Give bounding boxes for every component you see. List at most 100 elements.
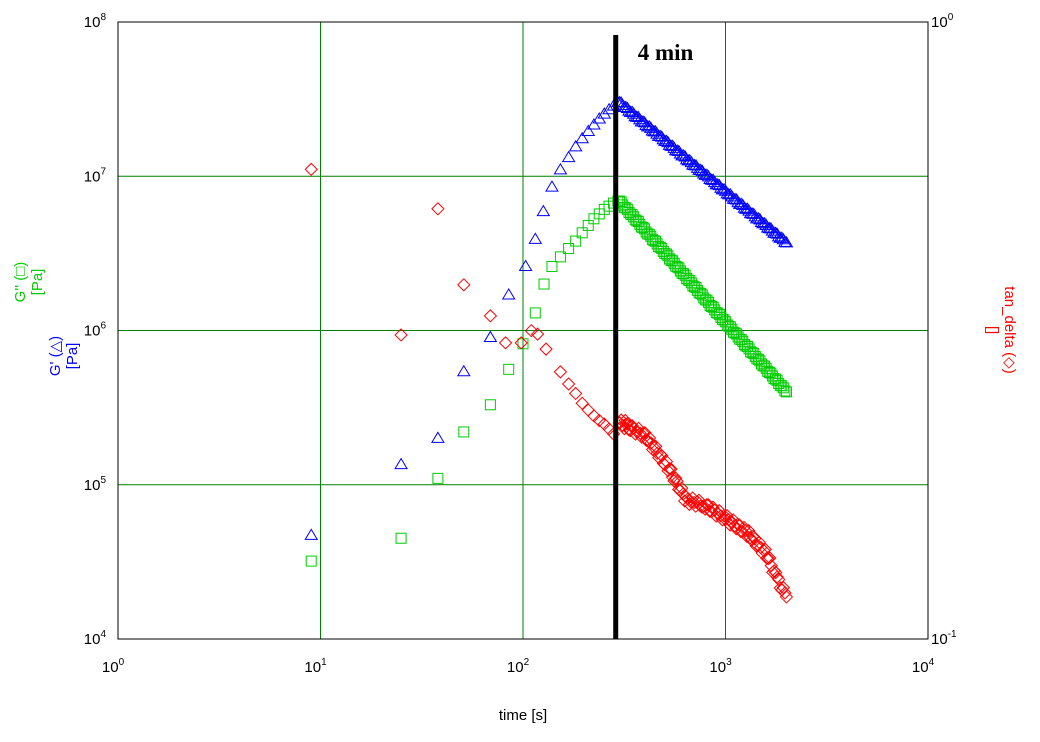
- storage-modulus-point: [561, 150, 576, 163]
- tan-delta-point: [568, 386, 583, 401]
- plot-frame: [117, 21, 929, 640]
- tan-delta-point: [696, 499, 711, 513]
- tan-delta-point: [394, 328, 408, 342]
- tan-delta-point: [749, 539, 763, 553]
- storage-modulus-point: [394, 457, 408, 470]
- storage-modulus-point: [768, 226, 783, 238]
- storage-modulus-point: [597, 107, 612, 119]
- tan-delta-point: [772, 572, 786, 587]
- tan-delta-point: [539, 342, 553, 356]
- loss-modulus-point: [484, 399, 496, 411]
- tan-delta-point: [553, 365, 568, 379]
- loss-modulus-point: [576, 227, 588, 239]
- tan-delta-point: [668, 471, 683, 485]
- tan-delta-title-line2: []: [984, 326, 1001, 334]
- x-axis-ticks: 100 101 102 103 104: [102, 657, 935, 676]
- tan-delta-point: [514, 336, 528, 350]
- y-tick-label: 104: [84, 629, 107, 648]
- tan-delta-point: [687, 495, 701, 510]
- y2-tick-label: 10-1: [931, 629, 957, 648]
- storage-modulus-point: [710, 177, 725, 190]
- loss-modulus-title-line1: G'' (□): [12, 262, 29, 303]
- y2-tick-label: 100: [931, 12, 954, 31]
- tan-delta-point: [763, 551, 777, 565]
- tan-delta-title-line1: tan_delta (◇): [1001, 286, 1018, 373]
- y-tick-label: 107: [84, 166, 107, 185]
- storage-modulus-point: [568, 139, 583, 152]
- x-tick-label: 101: [304, 657, 327, 676]
- y-axis-right-ticks: 10-1 100: [931, 12, 957, 648]
- storage-modulus-point: [528, 232, 543, 244]
- storage-modulus-point: [676, 148, 691, 161]
- x-axis-title: time [s]: [499, 707, 547, 724]
- tan-delta-point: [575, 396, 589, 411]
- storage-modulus-point: [636, 115, 650, 127]
- tan-delta-point: [620, 417, 635, 431]
- tan-delta-point: [779, 590, 794, 604]
- storage-modulus-point: [518, 259, 533, 271]
- loss-modulus-point: [305, 555, 317, 567]
- loss-modulus-point: [570, 235, 582, 247]
- four-minute-marker-label: 4 min: [638, 40, 694, 65]
- loss-modulus-point: [432, 472, 444, 484]
- tan-delta-point: [639, 433, 654, 448]
- y-tick-label: 105: [84, 475, 107, 494]
- y-axis-title-tan-delta: tan_delta (◇) []: [984, 286, 1018, 373]
- storage-modulus-point: [581, 124, 596, 137]
- loss-modulus-point: [780, 386, 792, 398]
- tan-delta-point: [734, 524, 748, 539]
- y-axis-title-storage-modulus: G' (△) [Pa]: [47, 336, 81, 376]
- tan-delta-point: [770, 570, 784, 584]
- tan-delta-point: [498, 336, 513, 350]
- tan-delta-point: [715, 513, 730, 527]
- storage-modulus-point: [536, 204, 551, 217]
- storage-modulus-point: [575, 131, 590, 144]
- tan-delta-point: [524, 323, 539, 338]
- tan-delta-point: [431, 202, 445, 216]
- storage-modulus-point: [501, 287, 516, 300]
- loss-modulus-point: [546, 260, 558, 272]
- loss-modulus-point: [779, 385, 791, 397]
- tan-delta-point: [674, 481, 689, 495]
- y-tick-label: 108: [84, 12, 107, 31]
- loss-modulus-point: [529, 307, 541, 319]
- loss-modulus-point: [503, 363, 515, 375]
- x-tick-label: 103: [709, 657, 732, 676]
- tan-delta-point: [530, 327, 545, 341]
- storage-modulus-title-line2: [Pa]: [64, 343, 81, 370]
- storage-modulus-point: [545, 180, 559, 192]
- loss-modulus-point: [777, 382, 789, 394]
- x-tick-label: 102: [507, 657, 530, 676]
- y-axis-title-loss-modulus: G'' (□) [Pa]: [12, 262, 46, 303]
- loss-modulus-point: [538, 278, 550, 290]
- tan-delta-point: [698, 502, 712, 516]
- storage-modulus-point: [751, 211, 766, 224]
- tan-delta-point: [701, 498, 716, 512]
- tan-delta-point: [743, 531, 757, 545]
- storage-modulus-point: [779, 235, 794, 248]
- storage-modulus-point: [553, 162, 568, 175]
- x-tick-label: 104: [912, 657, 935, 676]
- tan-delta-point: [483, 309, 498, 323]
- tan-delta-point: [304, 162, 318, 177]
- loss-modulus-point: [563, 243, 575, 255]
- tan-delta-point: [692, 493, 706, 507]
- storage-modulus-point: [456, 364, 471, 377]
- storage-modulus-point: [483, 330, 498, 343]
- loss-modulus-point: [395, 532, 407, 544]
- storage-modulus-point: [618, 100, 633, 112]
- data-points: [304, 95, 794, 604]
- storage-modulus-point: [653, 129, 668, 142]
- y-tick-label: 106: [84, 321, 107, 340]
- tan-delta-point: [633, 426, 647, 440]
- tan-delta-point: [642, 431, 657, 445]
- storage-modulus-point: [304, 528, 319, 540]
- tan-delta-point: [664, 462, 678, 476]
- tan-delta-point: [764, 559, 778, 573]
- tan-delta-point: [744, 533, 759, 547]
- loss-modulus-point: [582, 219, 594, 231]
- tan-delta-point: [616, 418, 630, 433]
- tan-delta-point: [650, 446, 664, 461]
